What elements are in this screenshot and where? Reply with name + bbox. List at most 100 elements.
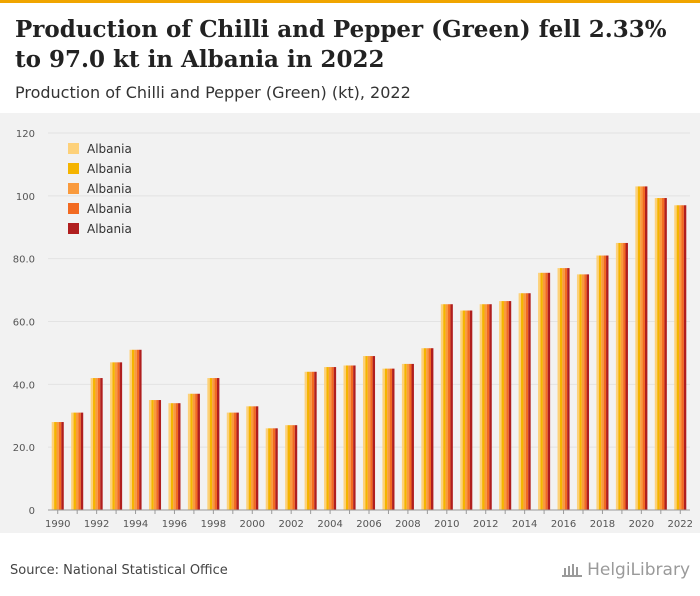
- bar[interactable]: [506, 301, 509, 510]
- bar[interactable]: [606, 255, 609, 510]
- bar[interactable]: [234, 412, 237, 510]
- bar[interactable]: [272, 428, 276, 510]
- bar[interactable]: [642, 186, 645, 511]
- bar[interactable]: [187, 393, 191, 510]
- bar[interactable]: [214, 378, 217, 510]
- bar[interactable]: [404, 363, 407, 510]
- bar[interactable]: [542, 272, 546, 510]
- legend-label[interactable]: Albania: [87, 142, 132, 156]
- bar[interactable]: [567, 268, 570, 510]
- bar[interactable]: [80, 412, 84, 510]
- bar[interactable]: [654, 198, 658, 510]
- bar[interactable]: [348, 365, 351, 510]
- bar[interactable]: [353, 365, 356, 510]
- bar[interactable]: [158, 400, 162, 510]
- bar[interactable]: [584, 274, 587, 510]
- bar[interactable]: [307, 371, 310, 510]
- bar[interactable]: [285, 425, 288, 510]
- bar[interactable]: [309, 371, 312, 510]
- bar[interactable]: [207, 378, 210, 510]
- bar[interactable]: [129, 349, 132, 510]
- bar[interactable]: [265, 428, 269, 510]
- bar[interactable]: [134, 349, 137, 510]
- bar[interactable]: [486, 304, 490, 510]
- bar[interactable]: [350, 365, 354, 510]
- bar[interactable]: [226, 412, 230, 510]
- bar[interactable]: [362, 356, 366, 510]
- bar[interactable]: [521, 293, 524, 510]
- bar[interactable]: [489, 304, 492, 510]
- bar[interactable]: [178, 403, 181, 510]
- bar[interactable]: [484, 304, 487, 510]
- bar[interactable]: [148, 400, 152, 510]
- bar[interactable]: [409, 363, 412, 510]
- legend-label[interactable]: Albania: [87, 222, 132, 236]
- bar[interactable]: [499, 301, 502, 510]
- bar[interactable]: [557, 268, 560, 510]
- bar[interactable]: [659, 198, 663, 510]
- bar[interactable]: [100, 378, 103, 510]
- bar[interactable]: [345, 365, 349, 510]
- bar[interactable]: [197, 393, 200, 510]
- bar[interactable]: [93, 378, 96, 510]
- bar[interactable]: [95, 378, 98, 510]
- bar[interactable]: [411, 363, 414, 510]
- bar[interactable]: [460, 310, 463, 510]
- bar[interactable]: [195, 393, 198, 510]
- bar[interactable]: [523, 293, 526, 510]
- bar[interactable]: [518, 293, 522, 510]
- bar[interactable]: [421, 348, 424, 510]
- bar[interactable]: [681, 205, 684, 510]
- bar[interactable]: [255, 406, 259, 510]
- bar[interactable]: [97, 378, 101, 510]
- bar[interactable]: [190, 393, 193, 510]
- bar[interactable]: [528, 293, 531, 510]
- bar[interactable]: [275, 428, 278, 510]
- bar[interactable]: [501, 301, 504, 510]
- bar[interactable]: [73, 412, 76, 510]
- bar[interactable]: [562, 268, 565, 510]
- bar[interactable]: [114, 362, 118, 510]
- bar[interactable]: [292, 425, 295, 510]
- bar[interactable]: [674, 205, 677, 510]
- bar[interactable]: [479, 304, 483, 510]
- bar[interactable]: [251, 406, 254, 510]
- bar[interactable]: [153, 400, 157, 510]
- bar[interactable]: [387, 368, 390, 510]
- bar[interactable]: [51, 422, 55, 510]
- bar[interactable]: [270, 428, 273, 510]
- bar[interactable]: [401, 363, 405, 510]
- bar[interactable]: [229, 412, 232, 510]
- bar[interactable]: [462, 310, 466, 510]
- bar[interactable]: [331, 367, 334, 510]
- bar[interactable]: [156, 400, 159, 510]
- bar[interactable]: [581, 274, 585, 510]
- bar[interactable]: [314, 371, 317, 510]
- bar[interactable]: [482, 304, 485, 510]
- bar[interactable]: [443, 304, 446, 510]
- bar[interactable]: [170, 403, 174, 510]
- bar[interactable]: [620, 242, 624, 511]
- bar[interactable]: [382, 368, 385, 510]
- bar[interactable]: [598, 255, 602, 510]
- legend-label[interactable]: Albania: [87, 182, 132, 196]
- bar[interactable]: [192, 393, 196, 510]
- bar[interactable]: [450, 304, 453, 510]
- bar[interactable]: [664, 198, 667, 510]
- bar[interactable]: [538, 272, 541, 510]
- bar[interactable]: [333, 367, 337, 510]
- bar[interactable]: [139, 349, 142, 510]
- bar[interactable]: [112, 362, 115, 510]
- bar[interactable]: [601, 255, 604, 510]
- bar[interactable]: [389, 368, 393, 510]
- bar[interactable]: [248, 406, 252, 510]
- bar[interactable]: [71, 412, 74, 510]
- legend-label[interactable]: Albania: [87, 202, 132, 216]
- bar[interactable]: [246, 406, 249, 510]
- bar[interactable]: [287, 425, 290, 510]
- bar[interactable]: [326, 367, 329, 510]
- bar[interactable]: [384, 368, 388, 510]
- bar[interactable]: [618, 242, 621, 511]
- bar[interactable]: [231, 412, 235, 510]
- bar[interactable]: [304, 371, 308, 510]
